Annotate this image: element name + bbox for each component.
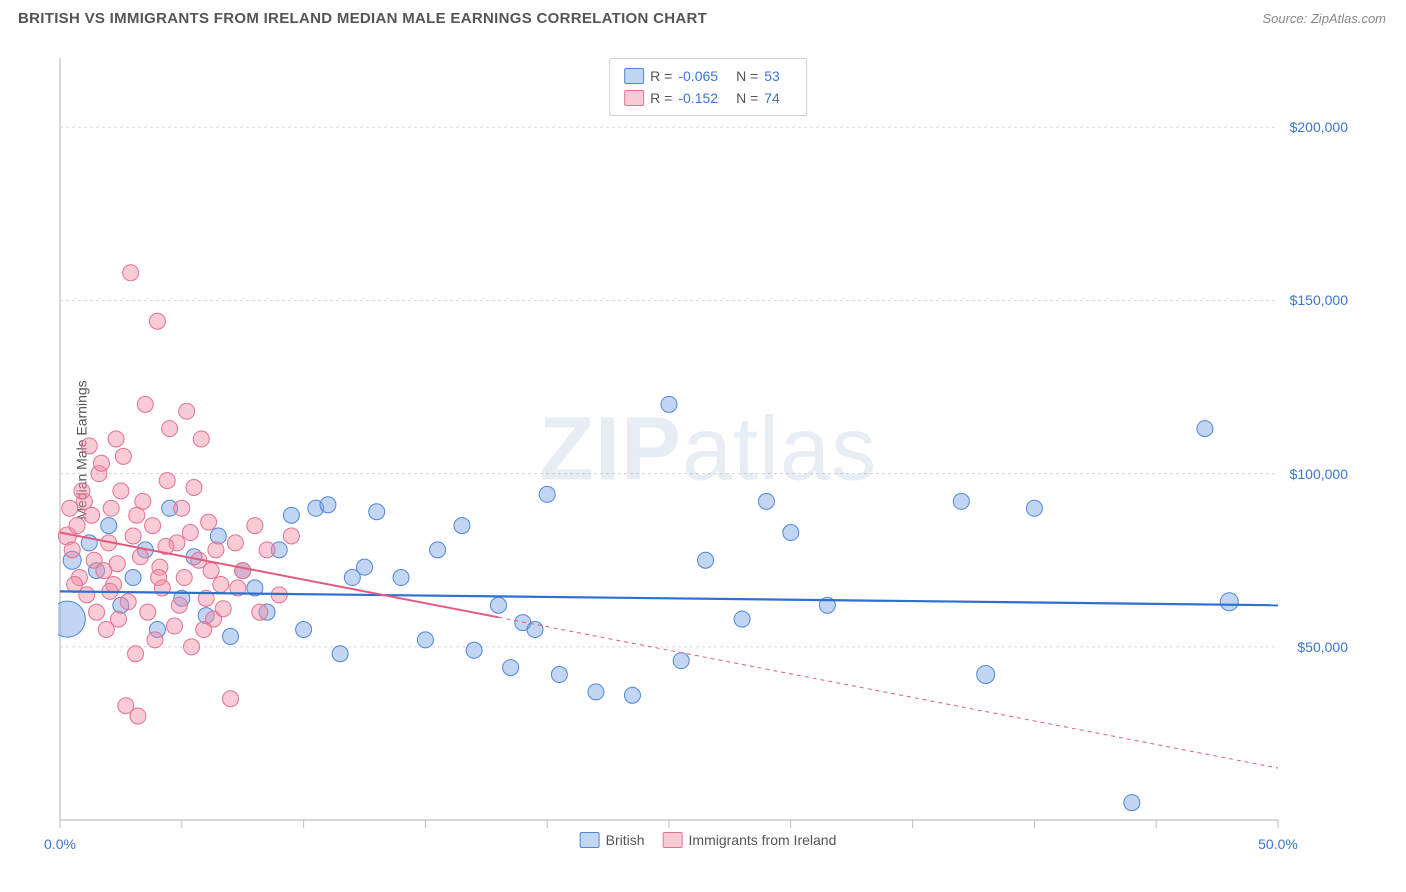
stat-r-value: -0.065	[678, 68, 718, 84]
stat-r-label: R =	[650, 90, 672, 106]
title-bar: BRITISH VS IMMIGRANTS FROM IRELAND MEDIA…	[0, 0, 1406, 32]
y-tick-label: $150,000	[1290, 292, 1348, 308]
stat-n-value: 74	[764, 90, 780, 106]
legend-stats-row: R = -0.065 N = 53	[624, 65, 792, 87]
stat-r-value: -0.152	[678, 90, 718, 106]
scatter-plot: ZIPatlas R = -0.065N = 53 R = -0.152N = …	[58, 50, 1358, 850]
y-tick-label: $200,000	[1290, 119, 1348, 135]
legend-label: British	[606, 832, 645, 848]
legend-swatch	[580, 832, 600, 848]
legend-item: Immigrants from Ireland	[663, 832, 837, 848]
stat-r-label: R =	[650, 68, 672, 84]
legend-series: British Immigrants from Ireland	[580, 832, 837, 848]
chart-title: BRITISH VS IMMIGRANTS FROM IRELAND MEDIA…	[18, 10, 707, 27]
stat-n-label: N =	[736, 68, 758, 84]
legend-stats-row: R = -0.152 N = 74	[624, 87, 792, 109]
legend-stats: R = -0.065 N = 53 R = -0.152 N = 74	[609, 58, 807, 116]
legend-swatch	[663, 832, 683, 848]
legend-label: Immigrants from Ireland	[689, 832, 837, 848]
y-tick-label: $100,000	[1290, 466, 1348, 482]
stat-n-value: 53	[764, 68, 780, 84]
x-tick-label: 0.0%	[44, 836, 76, 852]
plot-svg	[58, 50, 1358, 850]
legend-swatch	[624, 90, 644, 106]
y-tick-label: $50,000	[1297, 639, 1348, 655]
source-label: Source: ZipAtlas.com	[1262, 11, 1386, 26]
legend-item: British	[580, 832, 645, 848]
x-tick-label: 50.0%	[1258, 836, 1298, 852]
plot-area: Median Male Earnings ZIPatlas R = -0.065…	[50, 50, 1390, 850]
legend-swatch	[624, 68, 644, 84]
stat-n-label: N =	[736, 90, 758, 106]
